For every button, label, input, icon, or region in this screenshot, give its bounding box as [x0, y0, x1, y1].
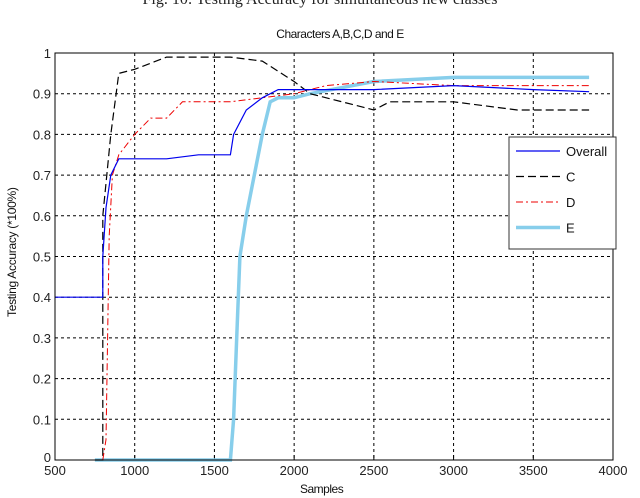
data-series — [55, 56, 590, 462]
legend-label-e: E — [566, 221, 575, 236]
y-tick-label: 0.7 — [33, 168, 51, 183]
y-tick-label: 0.5 — [33, 250, 51, 265]
legend-label-d: D — [566, 195, 575, 210]
axis-ticks: 500 1000 1500 2000 2500 3000 3500 4000 0 0.1 0.2 0.… — [33, 46, 628, 478]
x-tick-label: 3000 — [439, 463, 468, 478]
legend-label-c: C — [566, 170, 575, 185]
y-tick-label: 1 — [44, 46, 51, 61]
legend-label-overall: Overall — [566, 144, 607, 159]
series-overall-line — [55, 84, 590, 298]
plot-title: Characters A,B,C,D and E — [276, 27, 404, 41]
series-c-line — [94, 56, 590, 461]
axes-box — [54, 52, 614, 461]
y-tick-label: 0 — [44, 450, 51, 465]
x-tick-label: 1000 — [120, 463, 149, 478]
grid-lines — [55, 52, 613, 460]
y-tick-label: 0.2 — [33, 372, 51, 387]
legend-box — [508, 136, 617, 250]
x-tick-label: 500 — [44, 463, 66, 478]
y-tick-label: 0.9 — [33, 87, 51, 102]
x-axis-label: Samples — [300, 482, 344, 496]
y-tick-label: 0.1 — [33, 412, 51, 427]
y-tick-label: 0.6 — [33, 209, 51, 224]
series-e-line — [94, 75, 590, 462]
x-tick-label: 2500 — [359, 463, 388, 478]
x-tick-label: 2000 — [280, 463, 309, 478]
legend: Overall CDE — [508, 136, 617, 250]
figure-caption: Fig. 10: Testing Accuracy for simultaneo… — [0, 0, 640, 9]
x-tick-label: 4000 — [599, 463, 628, 478]
series-d-line — [102, 80, 590, 461]
y-tick-label: 0.4 — [33, 290, 51, 305]
y-tick-label: 0.3 — [33, 331, 51, 346]
y-tick-label: 0.8 — [33, 127, 51, 142]
x-tick-label: 3500 — [519, 463, 548, 478]
x-tick-label: 1500 — [200, 463, 229, 478]
